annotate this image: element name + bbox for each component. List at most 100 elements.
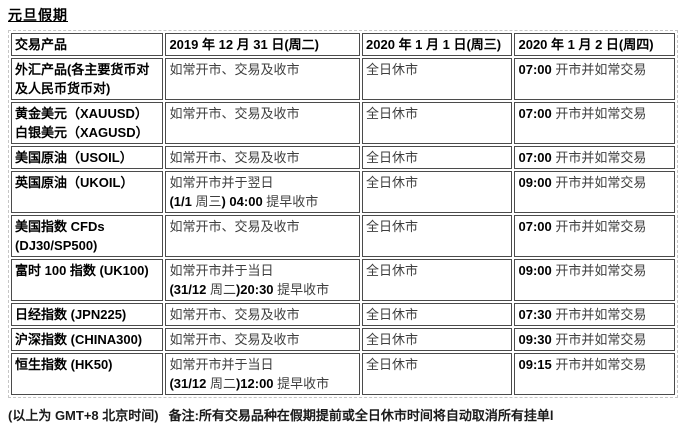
product-cell: 沪深指数 (CHINA300) (11, 328, 164, 351)
table-row: 日经指数 (JPN225) 如常开市、交易及收市 全日休市 07:30 开市并如常交易 (11, 303, 675, 326)
text-segment: 美国指数 CFDs (DJ30/SP500) (15, 219, 105, 253)
text-segment: 全日休市 (366, 62, 419, 77)
text-segment: 恒生指数 (HK50) (15, 357, 113, 372)
text-segment: 提早收市 (266, 194, 319, 209)
holiday-schedule-table: 交易产品 2019 年 12 月 31 日(周二) 2020 年 1 月 1 日… (9, 31, 677, 397)
text-segment: ) 04:00 (221, 194, 267, 209)
table-row: 英国原油（UKOIL） 如常开市并于翌日 (1/1 周三) 04:00 提早收市 全… (11, 171, 675, 213)
jan1-schedule-cell: 全日休市 (362, 171, 513, 213)
text-segment: 如常开市并于当日 (169, 357, 274, 372)
text-segment: 富时 100 指数 (UK100) (15, 263, 149, 278)
holiday-table-body: 外汇产品(各主要货币对 及人民币货币对) 如常开市、交易及收市 全日休市 07:00 … (11, 58, 675, 395)
product-cell: 恒生指数 (HK50) (11, 353, 164, 395)
product-cell: 富时 100 指数 (UK100) (11, 259, 164, 301)
table-row: 外汇产品(各主要货币对 及人民币货币对) 如常开市、交易及收市 全日休市 07:00 … (11, 58, 675, 100)
header-product-column: 交易产品 (11, 33, 164, 56)
text-segment: 如常开市并于翌日 (169, 175, 274, 190)
text-segment: 09:00 (518, 263, 552, 278)
header-dec31-column: 2019 年 12 月 31 日(周二) (165, 33, 361, 56)
text-segment: 英国原油（UKOIL） (15, 175, 134, 190)
text-segment: 全日休市 (366, 106, 419, 121)
jan2-schedule-cell: 09:00 开市并如常交易 (514, 259, 675, 301)
text-segment: 如常开市、交易及收市 (169, 62, 300, 77)
jan1-schedule-cell: 全日休市 (362, 102, 513, 144)
text-segment: 如常开市、交易及收市 (169, 307, 300, 322)
dec31-schedule-cell: 如常开市、交易及收市 (165, 328, 361, 351)
text-segment: 全日休市 (366, 263, 419, 278)
page-title: 元旦假期 (8, 7, 68, 23)
jan2-schedule-cell: 09:30 开市并如常交易 (514, 328, 675, 351)
text-segment: 全日休市 (366, 175, 419, 190)
product-cell: 美国原油（USOIL） (11, 146, 164, 169)
text-segment: 如常开市、交易及收市 (169, 106, 300, 121)
product-cell: 外汇产品(各主要货币对 及人民币货币对) (11, 58, 164, 100)
text-segment: 美国原油（USOIL） (15, 150, 133, 165)
product-cell: 美国指数 CFDs (DJ30/SP500) (11, 215, 164, 257)
jan2-schedule-cell: 07:30 开市并如常交易 (514, 303, 675, 326)
table-row: 恒生指数 (HK50) 如常开市并于当日 (31/12 周二)12:00 提早收市… (11, 353, 675, 395)
dec31-schedule-cell: 如常开市、交易及收市 (165, 102, 361, 144)
text-segment: 提早收市 (277, 376, 330, 391)
text-segment: 09:30 (518, 332, 552, 347)
text-segment: 开市并如常交易 (551, 106, 647, 121)
text-segment: 周二 (209, 282, 236, 297)
text-segment: (1/1 (169, 194, 196, 209)
text-segment: 外汇产品(各主要货币对 及人民币货币对) (15, 62, 150, 96)
jan2-schedule-cell: 07:00 开市并如常交易 (514, 58, 675, 100)
text-segment: 开市并如常交易 (551, 332, 647, 347)
text-segment: 全日休市 (366, 219, 419, 234)
jan2-schedule-cell: 07:00 开市并如常交易 (514, 215, 675, 257)
text-segment: 周二 (209, 376, 236, 391)
product-cell: 英国原油（UKOIL） (11, 171, 164, 213)
text-segment: 提早收市 (277, 282, 330, 297)
jan2-schedule-cell: 07:00 开市并如常交易 (514, 146, 675, 169)
text-segment: 如常开市、交易及收市 (169, 332, 300, 347)
jan1-schedule-cell: 全日休市 (362, 353, 513, 395)
text-segment: 开市并如常交易 (551, 263, 647, 278)
jan1-schedule-cell: 全日休市 (362, 328, 513, 351)
text-segment: (31/12 (169, 282, 210, 297)
jan1-schedule-cell: 全日休市 (362, 58, 513, 100)
dec31-schedule-cell: 如常开市、交易及收市 (165, 303, 361, 326)
jan2-schedule-cell: 07:00 开市并如常交易 (514, 102, 675, 144)
text-segment: 07:00 (518, 106, 552, 121)
jan2-schedule-cell: 09:00 开市并如常交易 (514, 171, 675, 213)
table-header-row: 交易产品 2019 年 12 月 31 日(周二) 2020 年 1 月 1 日… (11, 33, 675, 56)
text-segment: 09:00 (518, 175, 552, 190)
table-row: 美国指数 CFDs (DJ30/SP500) 如常开市、交易及收市 全日休市 07:0… (11, 215, 675, 257)
table-row: 沪深指数 (CHINA300) 如常开市、交易及收市 全日休市 09:30 开市并如常… (11, 328, 675, 351)
table-row: 黄金美元（XAUUSD） 白银美元（XAGUSD） 如常开市、交易及收市 全日休市 0… (11, 102, 675, 144)
text-segment: )12:00 (235, 376, 278, 391)
dec31-schedule-cell: 如常开市并于当日 (31/12 周二)20:30 提早收市 (165, 259, 361, 301)
text-segment: 如常开市、交易及收市 (169, 150, 300, 165)
text-segment: 周三 (195, 194, 222, 209)
text-segment: 开市并如常交易 (551, 307, 647, 322)
text-segment: 09:15 (518, 357, 552, 372)
text-segment: 如常开市、交易及收市 (169, 219, 300, 234)
text-segment: 开市并如常交易 (551, 175, 647, 190)
product-cell: 日经指数 (JPN225) (11, 303, 164, 326)
text-segment: 开市并如常交易 (551, 357, 647, 372)
pending-orders-note: 备注:所有交易品种在假期提前或全日休市时间将自动取消所有挂单l (168, 408, 554, 423)
text-segment: 开市并如常交易 (551, 62, 647, 77)
text-segment: 黄金美元（XAUUSD） 白银美元（XAGUSD） (15, 106, 149, 140)
text-segment: (31/12 (169, 376, 210, 391)
holiday-table-wrapper: 交易产品 2019 年 12 月 31 日(周二) 2020 年 1 月 1 日… (8, 30, 678, 398)
text-segment: 全日休市 (366, 150, 419, 165)
text-segment: )20:30 (235, 282, 278, 297)
product-cell: 黄金美元（XAUUSD） 白银美元（XAGUSD） (11, 102, 164, 144)
jan1-schedule-cell: 全日休市 (362, 215, 513, 257)
dec31-schedule-cell: 如常开市、交易及收市 (165, 146, 361, 169)
text-segment: 全日休市 (366, 307, 419, 322)
text-segment: 07:30 (518, 307, 552, 322)
text-segment: 全日休市 (366, 357, 419, 372)
dec31-schedule-cell: 如常开市、交易及收市 (165, 215, 361, 257)
dec31-schedule-cell: 如常开市并于当日 (31/12 周二)12:00 提早收市 (165, 353, 361, 395)
text-segment: 07:00 (518, 62, 552, 77)
text-segment: 开市并如常交易 (551, 219, 647, 234)
header-jan1-column: 2020 年 1 月 1 日(周三) (362, 33, 513, 56)
text-segment: 日经指数 (JPN225) (15, 307, 127, 322)
text-segment: 如常开市并于当日 (169, 263, 274, 278)
footnote: (以上为 GMT+8 北京时间) 备注:所有交易品种在假期提前或全日休市时间将自动… (8, 405, 680, 424)
